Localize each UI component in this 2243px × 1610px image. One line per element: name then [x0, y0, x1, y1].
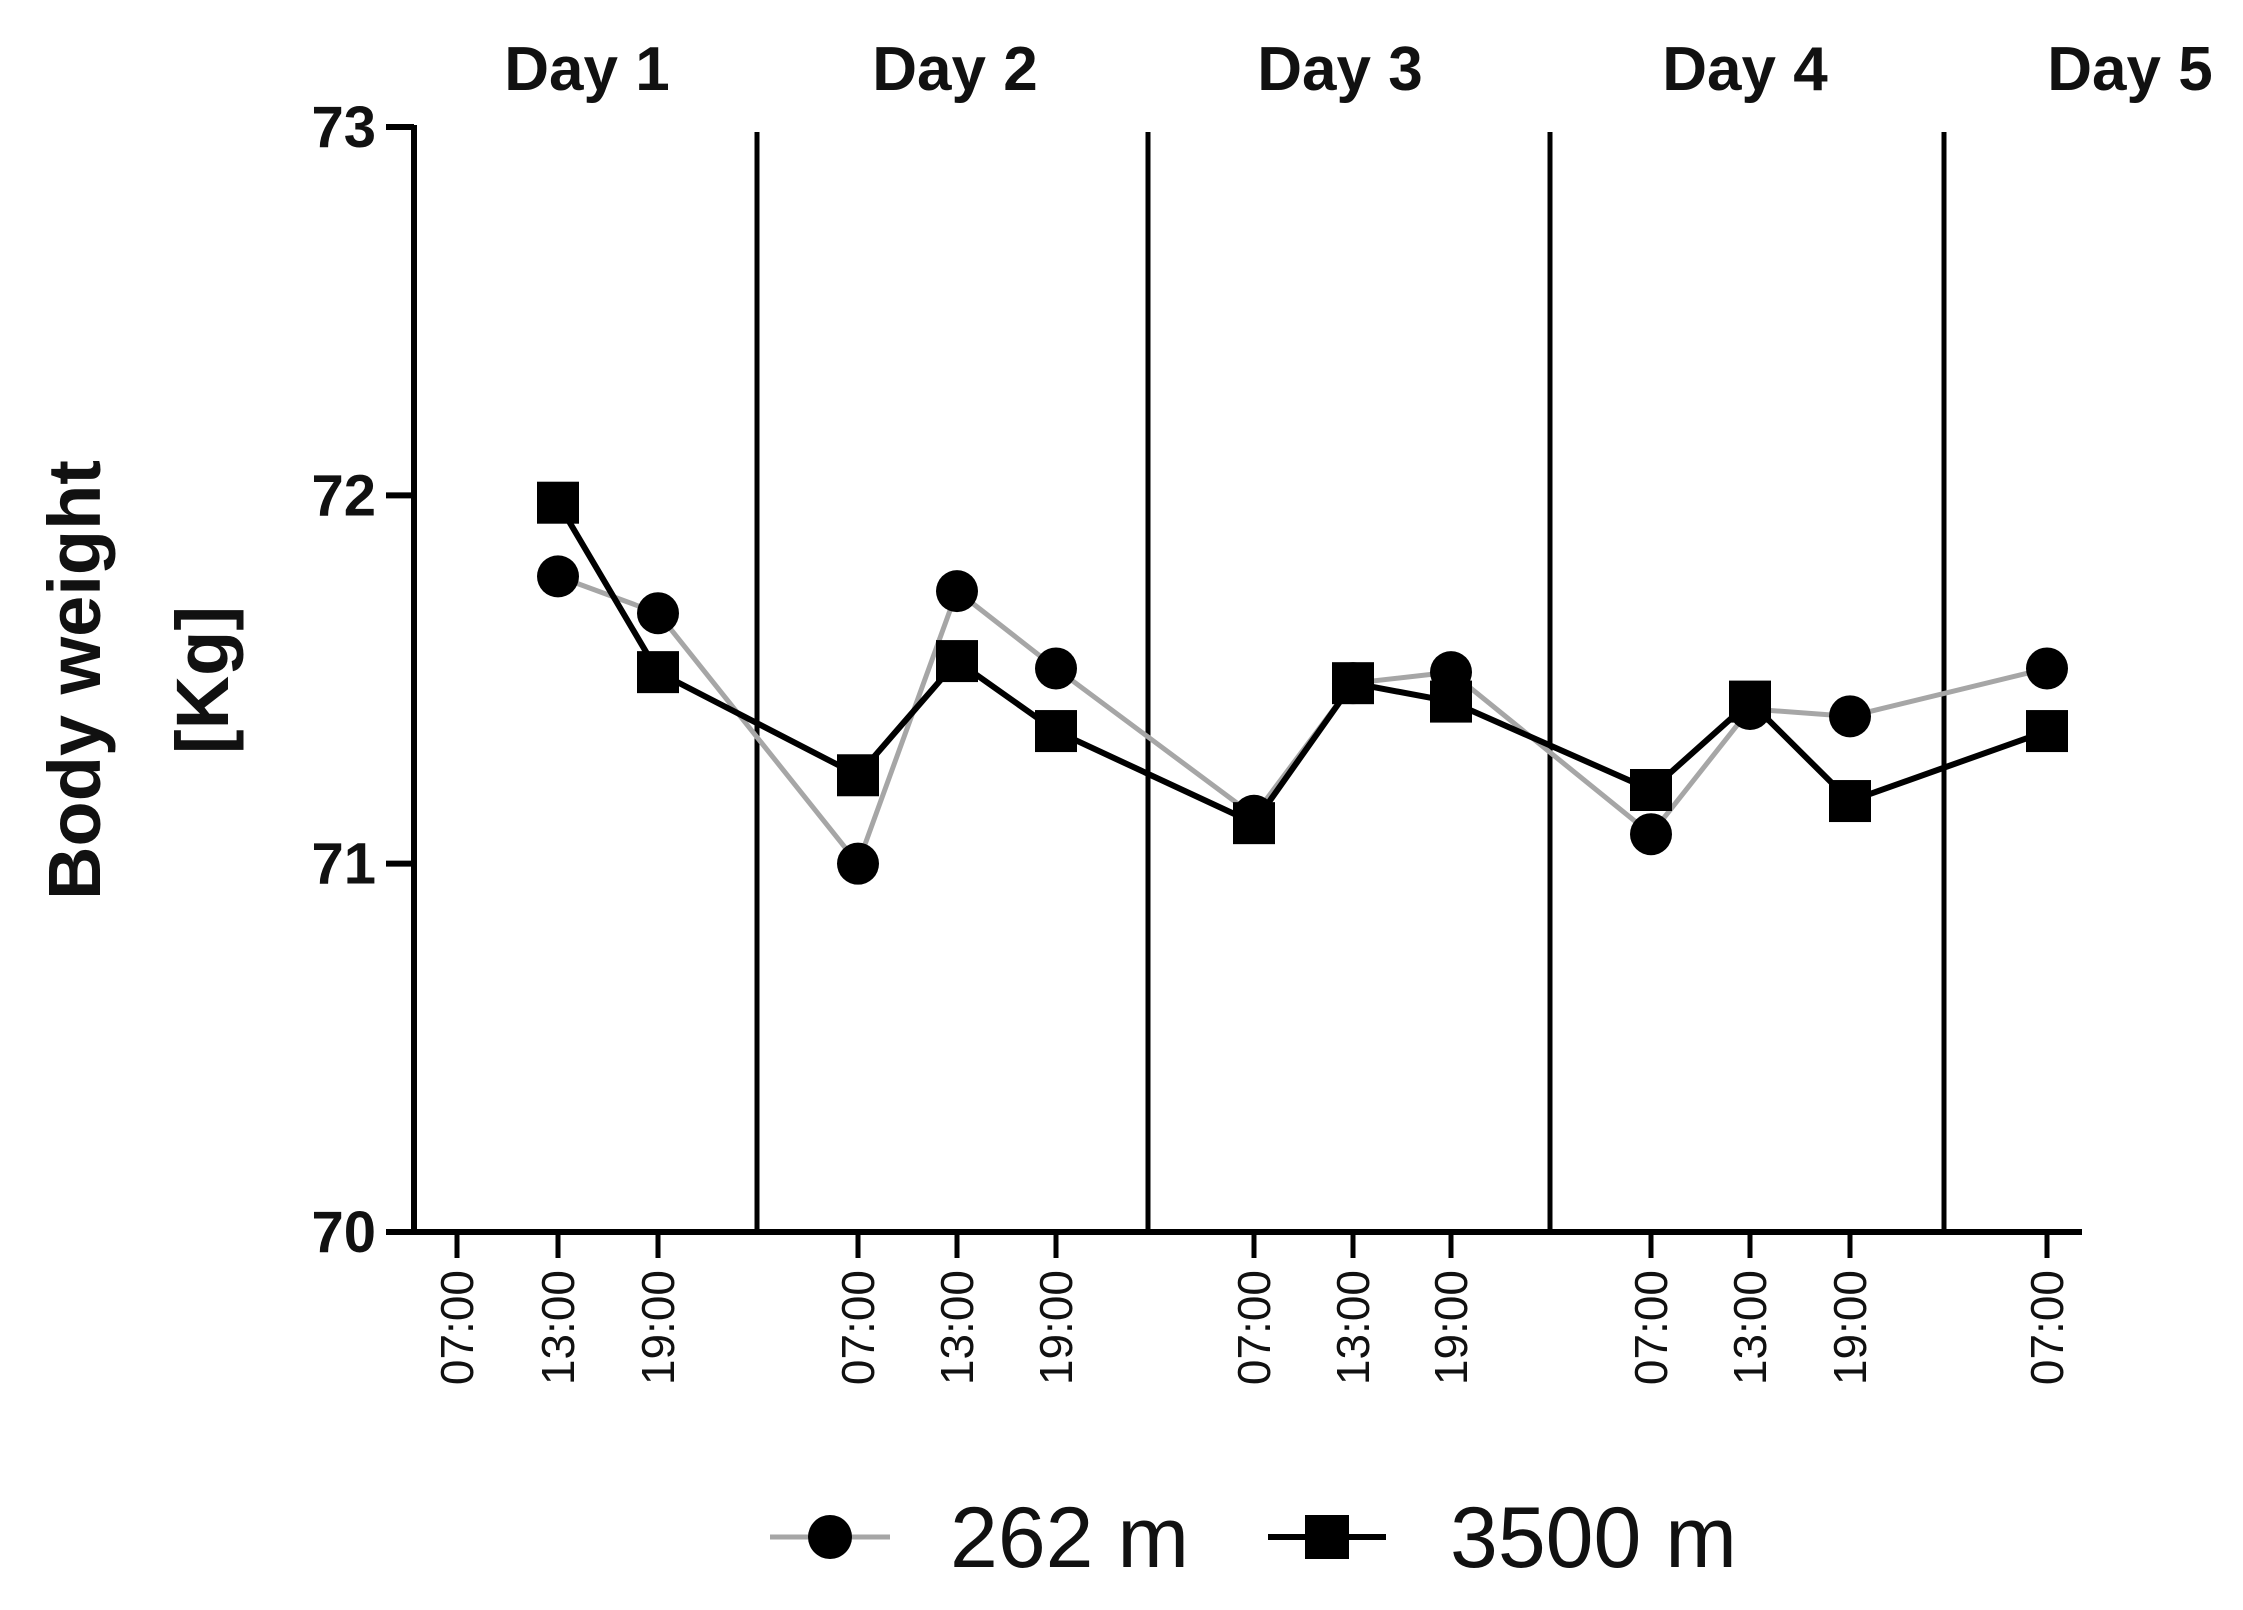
point-262m-10 [1630, 813, 1672, 856]
day-label-2: Day 2 [872, 35, 1037, 104]
legend-marker-3500m [1305, 1515, 1349, 1559]
y-tick-label-70: 70 [311, 1200, 376, 1265]
legend-label-262m: 262 m [950, 1490, 1189, 1586]
y-ticks: 70 71 72 73 [311, 95, 414, 1265]
y-tick-label-71: 71 [311, 832, 376, 897]
x-tick-label-5: 13:00 [931, 1270, 983, 1385]
x-tick-label-12: 19:00 [1824, 1270, 1876, 1385]
x-tick-label-6: 19:00 [1030, 1270, 1082, 1385]
x-tick-label-7: 07:00 [1228, 1270, 1280, 1385]
point-262m-3 [637, 592, 679, 635]
point-262m-2 [537, 555, 579, 598]
x-tick-label-11: 13:00 [1724, 1270, 1776, 1385]
point-262m-5 [936, 570, 978, 613]
day-dividers [754, 132, 1947, 1232]
axes [411, 125, 2082, 1235]
day-label-4: Day 4 [1662, 35, 1828, 104]
legend: 262 m 3500 m [770, 1490, 1737, 1586]
series-line-3500m [555, 501, 2049, 827]
series-line-262m [557, 574, 2048, 867]
x-tick-label-1: 07:00 [431, 1270, 483, 1385]
point-262m-4 [837, 842, 879, 885]
point-3500m-12 [1829, 780, 1871, 823]
y-axis-title-line-2: [Kg] [161, 606, 244, 754]
point-3500m-3 [637, 651, 679, 694]
x-ticks: 07:00 13:00 19:00 07:00 13:00 19:00 07:00 13:00… [431, 1232, 2073, 1385]
x-tick-label-13: 07:00 [2021, 1270, 2073, 1385]
point-3500m-13 [2026, 710, 2068, 753]
point-262m-13 [2026, 647, 2068, 690]
y-tick-label-72: 72 [311, 463, 376, 528]
x-tick-label-8: 13:00 [1327, 1270, 1379, 1385]
point-3500m-2 [537, 481, 579, 524]
point-3500m-6 [1035, 710, 1077, 753]
series-lines [555, 501, 2049, 867]
point-262m-11 [1729, 687, 1771, 730]
legend-label-3500m: 3500 m [1450, 1490, 1737, 1586]
point-3500m-4 [837, 754, 879, 797]
y-tick-label-73: 73 [311, 95, 376, 160]
day-labels: Day 1 Day 2 Day 3 Day 4 Day 5 [504, 35, 2212, 104]
y-axis-title: Body weight [Kg] [33, 460, 244, 900]
legend-marker-262m [808, 1515, 852, 1559]
point-3500m-10 [1630, 769, 1672, 811]
day-label-3: Day 3 [1257, 35, 1422, 104]
point-262m-7 [1233, 794, 1275, 837]
series-markers [537, 481, 2068, 885]
x-tick-label-10: 07:00 [1625, 1270, 1677, 1385]
point-262m-12 [1829, 695, 1871, 738]
point-262m-9 [1430, 651, 1472, 694]
x-tick-label-9: 19:00 [1425, 1270, 1477, 1385]
day-label-1: Day 1 [504, 35, 669, 104]
x-tick-label-3: 19:00 [632, 1270, 684, 1385]
point-262m-6 [1035, 647, 1077, 690]
point-3500m-5 [936, 640, 978, 683]
y-axis-title-line-1: Body weight [33, 460, 116, 900]
point-262m-8 [1332, 662, 1374, 705]
x-tick-label-4: 07:00 [832, 1270, 884, 1385]
x-tick-label-2: 13:00 [532, 1270, 584, 1385]
day-label-5: Day 5 [2047, 35, 2212, 104]
